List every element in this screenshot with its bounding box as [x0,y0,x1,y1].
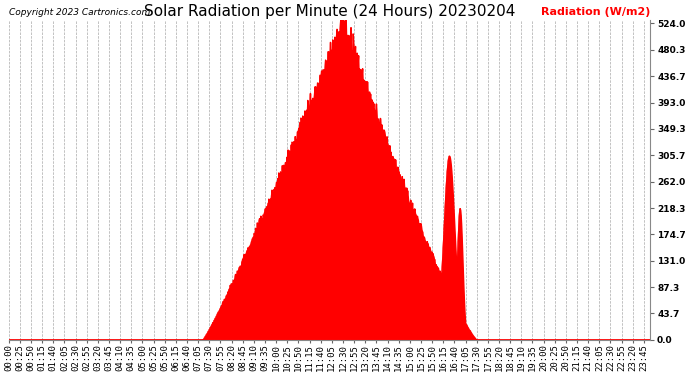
Title: Solar Radiation per Minute (24 Hours) 20230204: Solar Radiation per Minute (24 Hours) 20… [144,4,515,19]
Text: Copyright 2023 Cartronics.com: Copyright 2023 Cartronics.com [9,8,150,17]
Text: Radiation (W/m2): Radiation (W/m2) [541,7,650,17]
